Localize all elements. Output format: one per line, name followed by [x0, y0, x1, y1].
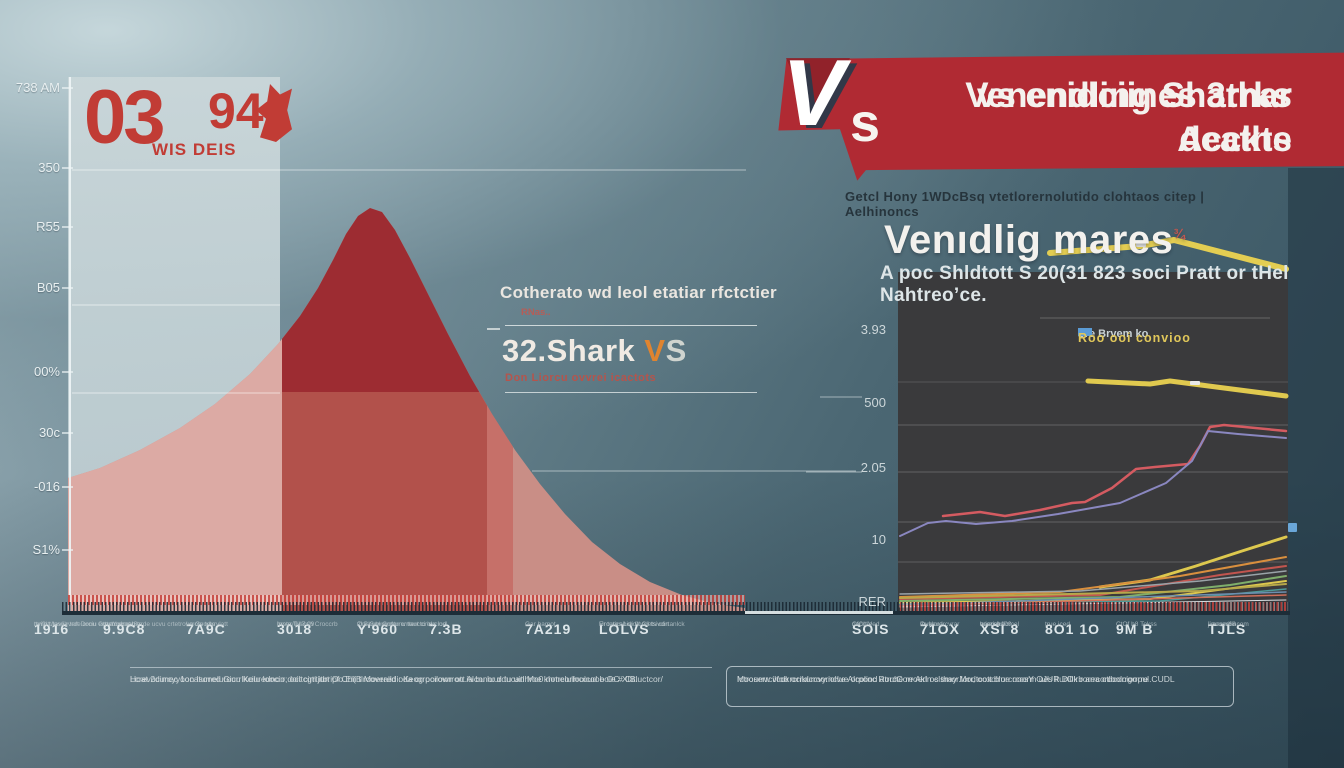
x-tick-sublabel: voorr b. icrcel [980, 621, 1020, 628]
axis-bridge-line [745, 611, 893, 614]
banner-title-line2: Venendling Sharrks Acckte [965, 76, 1292, 159]
center-dash [487, 328, 500, 330]
footnote-right-line1: Mooserrcilcokrcrrulcrooriolve Alcolind a… [737, 674, 1148, 684]
y-tick-label: 500 [864, 395, 886, 410]
x-tick-sublabel: brste Tvarsh Croccrb [277, 621, 338, 628]
x-tick-sublabel: Lo Gvodxrvlatt [186, 621, 228, 628]
x-tick-sublabel: ttvivl t.losu'r trde orciu errtetrovcrot… [34, 621, 138, 628]
center-title: Cotherato wd leol etatiar rfctctier [500, 283, 777, 302]
y-tick-label: B05 [36, 280, 60, 295]
x-tick-sublabel: CtOf b8 Tokss [1116, 621, 1157, 628]
x-tick-sublabel: hasceed [980, 621, 1005, 628]
center-stat: 32.Shark VS [502, 333, 687, 369]
center-note-red: Don Liorcu ovvrei icactots [505, 372, 657, 384]
footnote-right-box: Mooserrcilcokrcrrulcrooriolve Alcolind a… [726, 666, 1234, 707]
x-tick-sublabel: 2l Bhubl Goturrcrnaut ci lerclud [357, 621, 447, 628]
center-divider-2 [505, 392, 757, 393]
y-tick-label: 2.05 [860, 460, 886, 475]
vs-emblem-s: s [850, 93, 881, 153]
banner-title-line1: vs enidciines 3thar deaths [976, 76, 1292, 159]
x-tick-sublabel: Er teticabidi flood tsivdirtanlck [599, 621, 685, 628]
right-edge-strip [1288, 168, 1344, 768]
x-tick-sublabel: Gar bamot [525, 621, 556, 628]
x-tick-sublabel: mvol droeu erde ucvu crtetrovcrots tvts [103, 621, 215, 628]
center-stat-vs-s: S [665, 333, 687, 368]
x-tick-sublabel: true iced [1045, 621, 1070, 628]
vs-emblem-v: V [782, 40, 845, 145]
bell-base-hatch [68, 595, 745, 605]
right-chart-panel [898, 272, 1288, 612]
stat-caption: WIS DEIS [152, 140, 237, 159]
headline-text: Venıdlig mares [884, 218, 1174, 262]
x-axis-tick-comb [62, 602, 1290, 612]
y-tick-label: S1% [32, 542, 60, 557]
x-tick-sublabel: noort eed [852, 621, 880, 628]
y-tick-label: 738 AM [15, 80, 60, 95]
footnote-divider [130, 667, 712, 668]
headline-sup: ¾ [1173, 225, 1186, 242]
footnote-left-line2: Hoat 2durcyy1ocasonelurouu Keuredno:r do… [130, 674, 638, 684]
x-tick-sublabel: Ors Grwrcrcltu w tterctcrol [357, 621, 433, 628]
stat-value-main: 03 [84, 75, 166, 160]
right-chart-subheadline: A poc Shldtott S 20(31 823 soci Pratt or… [880, 263, 1289, 306]
footnote-left-line1: Lcrevocimec oon lturred Gicrrlkcilu looc… [130, 674, 663, 684]
x-tick-sublabel: Inoer/0ill7 09 [277, 621, 315, 628]
y-tick-label: 3.93 [860, 322, 886, 337]
banner-subtitle: Getcl Hony 1WDcBsq vtetlorernolutido clo… [845, 189, 1205, 219]
center-stat-vs-v: V [644, 333, 666, 368]
right-chart-headline: Venıdlig mares¾ [884, 218, 1186, 263]
y-tick-label: -016 [33, 479, 60, 494]
legend-line1: bre Brvem ko [1078, 328, 1148, 340]
y-tick-label: RER [858, 594, 886, 609]
x-tick-sublabel: Ouklord [920, 621, 943, 628]
stat-value-sup: 94 [208, 83, 264, 139]
x-tick-sublabel: jimasn/68 [1208, 621, 1236, 628]
x-tick-sublabel: Urcuras Lcrod Ciets con [599, 621, 669, 628]
legend-line1-text: bre Brvem ko [1078, 328, 1149, 340]
x-tick-sublabel: CfCUV [852, 621, 873, 628]
x-tick-sublabel: crirejck100 [980, 621, 1012, 628]
y-tick-label: 00% [33, 364, 60, 379]
center-stat-text: 32.Shark [502, 333, 636, 368]
x-tick-sublabel: rrnfbtt/tavlievert Donu Gttut/crcrat bit… [34, 621, 143, 628]
x-tick-sublabel: wr icel [429, 621, 448, 628]
y-tick-label: 10 [871, 532, 886, 547]
legend-color-chip [1078, 328, 1092, 336]
y-tick-label: R55 [36, 219, 60, 234]
center-sub-red: RNas.. [521, 307, 551, 318]
y-tick-label: 350 [38, 160, 60, 175]
x-tick-sublabel: Lacoerdiacom [1208, 621, 1249, 628]
title-banner-ribbon [778, 52, 1344, 181]
legend-line2: Roo ooi convioo [1078, 331, 1191, 345]
footnote-right-line2: Ictrourrw vfob ocikurcvy.nclue orpcoc Ro… [737, 674, 1175, 684]
y-tick-label: 30c [39, 425, 60, 440]
center-divider-1 [505, 325, 757, 326]
x-tick-sublabel: Ihvasuercvrar [920, 621, 960, 628]
x-axis-baseline [62, 611, 1290, 615]
